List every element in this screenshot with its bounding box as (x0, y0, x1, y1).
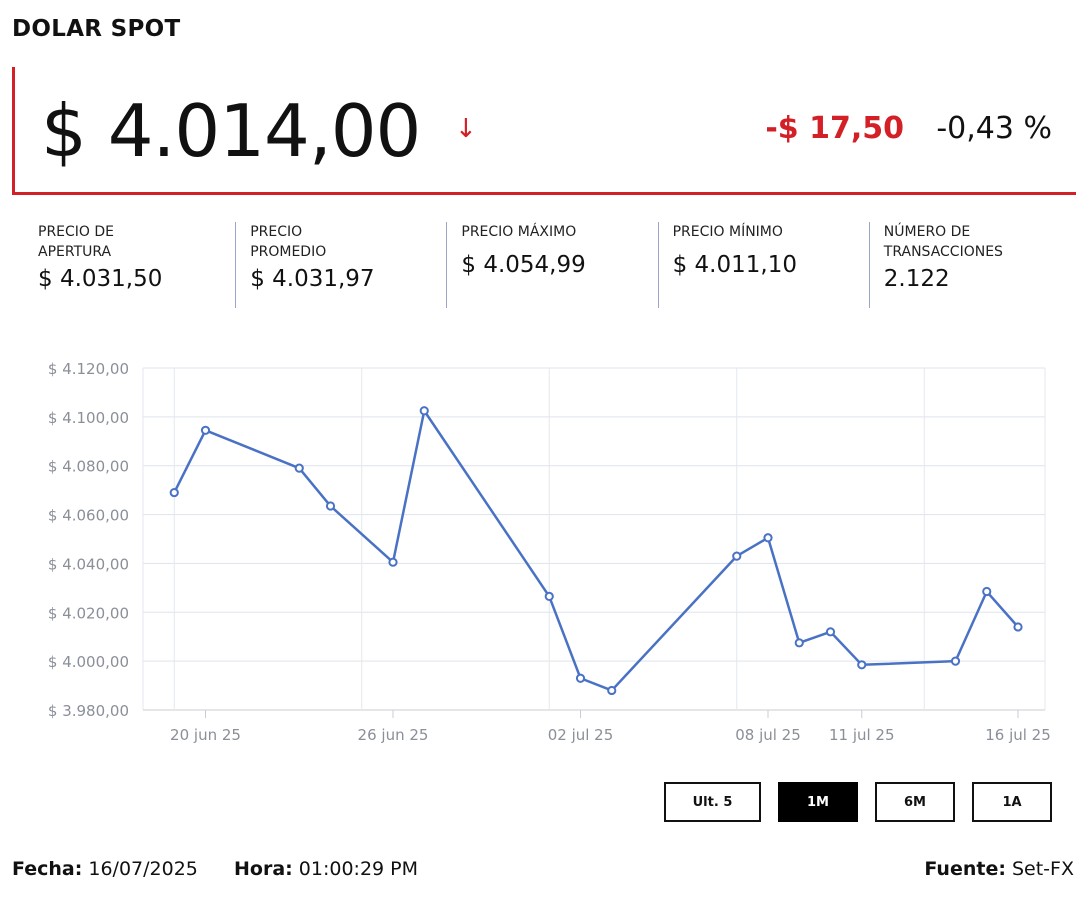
data-point (419, 406, 429, 416)
y-tick-label: $ 4.040,00 (48, 555, 129, 573)
data-point (794, 638, 804, 648)
data-point (732, 551, 742, 561)
stat-label: PRECIO PROMEDIO (250, 224, 327, 260)
range-button-6m[interactable]: 6M (875, 782, 955, 822)
range-button-1a[interactable]: 1A (972, 782, 1052, 822)
data-point (982, 586, 992, 597)
price-line-chart[interactable]: $ 4.120,00 $ 4.100,00 $ 4.080,00 $ 4.060,00… (0, 350, 1080, 760)
page-title: DOLAR SPOT (12, 16, 181, 42)
data-point (388, 557, 398, 567)
price-panel: $ 4.014,00 ↓ -$ 17,50 -0,43 % (12, 67, 1076, 195)
range-button-last-5[interactable]: Ult. 5 (664, 782, 761, 822)
source-value: Set-FX (1011, 858, 1074, 880)
y-tick-label: $ 4.020,00 (48, 604, 129, 622)
source-label: Fuente: (924, 858, 1006, 880)
y-tick-label: $ 4.000,00 (48, 653, 129, 671)
stats-row: PRECIO DE APERTURA $ 4.031,50 PRECIO PRO… (24, 222, 1080, 308)
y-tick-label: $ 4.100,00 (48, 409, 129, 427)
data-point (544, 591, 554, 602)
data-point (575, 673, 586, 683)
x-tick-label: 20 jun 25 (170, 726, 241, 744)
stat-max-price: PRECIO MÁXIMO $ 4.054,99 (446, 222, 657, 308)
data-point (763, 533, 773, 543)
data-point (1013, 622, 1023, 632)
y-tick-label: $ 4.080,00 (48, 458, 129, 476)
current-price: $ 4.014,00 (41, 89, 421, 173)
data-point (607, 685, 617, 696)
data-point (825, 627, 836, 637)
x-tick-label: 16 jul 25 (985, 726, 1051, 744)
stat-value: $ 4.031,50 (38, 266, 163, 292)
footer-source: Fuente: Set-FX (924, 858, 1074, 880)
stat-value: 2.122 (883, 266, 950, 292)
data-point (325, 501, 336, 511)
range-button-1m[interactable]: 1M (778, 782, 858, 822)
stat-value: $ 4.031,97 (250, 266, 375, 292)
stat-opening-price: PRECIO DE APERTURA $ 4.031,50 (24, 222, 235, 308)
x-tick-label: 08 jul 25 (735, 726, 801, 744)
x-tick-label: 26 jun 25 (358, 726, 429, 744)
y-tick-label: $ 4.060,00 (48, 507, 129, 525)
stat-label: PRECIO DE APERTURA (38, 224, 115, 260)
data-point (169, 487, 179, 498)
series-line (173, 409, 1019, 692)
stat-label: PRECIO MÍNIMO (672, 224, 783, 240)
price-change-absolute: -$ 17,50 (765, 111, 904, 146)
stat-label: NÚMERO DE TRANSACCIONES (883, 224, 1003, 260)
range-selector: Ult. 5 1M 6M 1A (664, 782, 1052, 822)
data-point (294, 463, 304, 473)
stat-value: $ 4.054,99 (461, 252, 586, 278)
footer-date: Fecha: 16/07/2025 (12, 858, 198, 880)
y-tick-label: $ 4.120,00 (48, 360, 129, 378)
arrow-down-icon: ↓ (455, 114, 477, 144)
stat-transactions: NÚMERO DE TRANSACCIONES 2.122 (868, 222, 1080, 308)
data-point (857, 660, 867, 670)
price-change-percent: -0,43 % (936, 111, 1052, 146)
x-tick-label: 11 jul 25 (829, 726, 895, 744)
time-label: Hora: (234, 858, 293, 880)
data-point (200, 425, 211, 435)
date-label: Fecha: (12, 858, 83, 880)
stat-average-price: PRECIO PROMEDIO $ 4.031,97 (235, 222, 446, 308)
footer-time: Hora: 01:00:29 PM (234, 858, 418, 880)
stat-min-price: PRECIO MÍNIMO $ 4.011,10 (657, 222, 869, 308)
data-point (950, 656, 961, 666)
stat-value: $ 4.011,10 (672, 252, 797, 278)
date-value: 16/07/2025 (88, 858, 198, 880)
stat-label: PRECIO MÁXIMO (461, 224, 577, 240)
y-tick-label: $ 3.980,00 (48, 702, 129, 720)
time-value: 01:00:29 PM (298, 858, 419, 880)
x-tick-label: 02 jul 25 (548, 726, 614, 744)
